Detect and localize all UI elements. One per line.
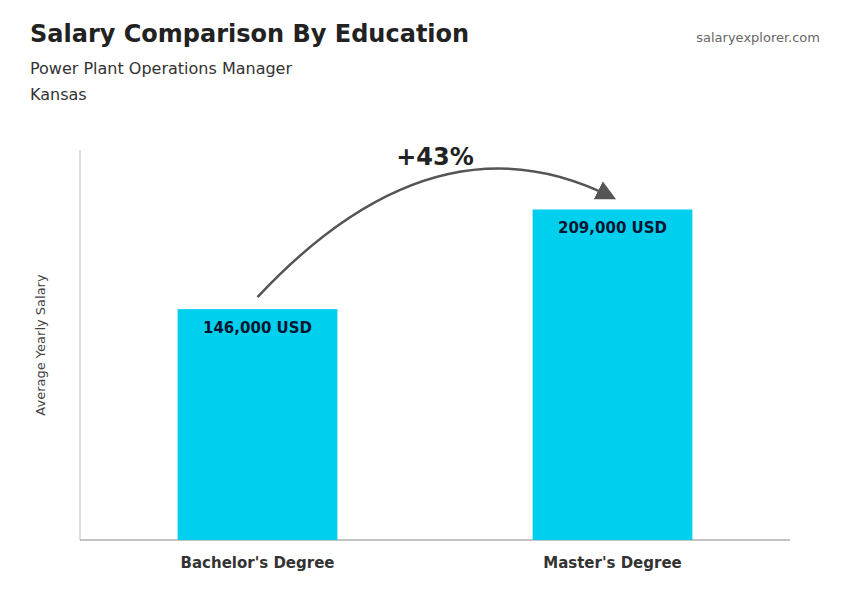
bar (533, 209, 693, 540)
location: Kansas (30, 85, 87, 104)
category-label: Master's Degree (543, 554, 682, 572)
chart: Salary Comparison By Education salaryexpl… (0, 0, 850, 606)
bars (178, 209, 693, 540)
y-axis-line (80, 150, 81, 540)
source: salaryexplorer.com (696, 30, 820, 45)
change-arrow (258, 169, 613, 298)
data-label: 146,000 USD (203, 319, 312, 337)
chart-container: Salary Comparison By Education salaryexpl… (0, 0, 850, 606)
title: Salary Comparison By Education (30, 20, 469, 48)
bar (178, 309, 338, 540)
subtitle: Power Plant Operations Manager (30, 59, 292, 78)
category-label: Bachelor's Degree (181, 554, 335, 572)
y-axis-label: Average Yearly Salary (33, 274, 48, 416)
percent-change: +43% (396, 143, 474, 171)
data-label: 209,000 USD (558, 219, 667, 237)
